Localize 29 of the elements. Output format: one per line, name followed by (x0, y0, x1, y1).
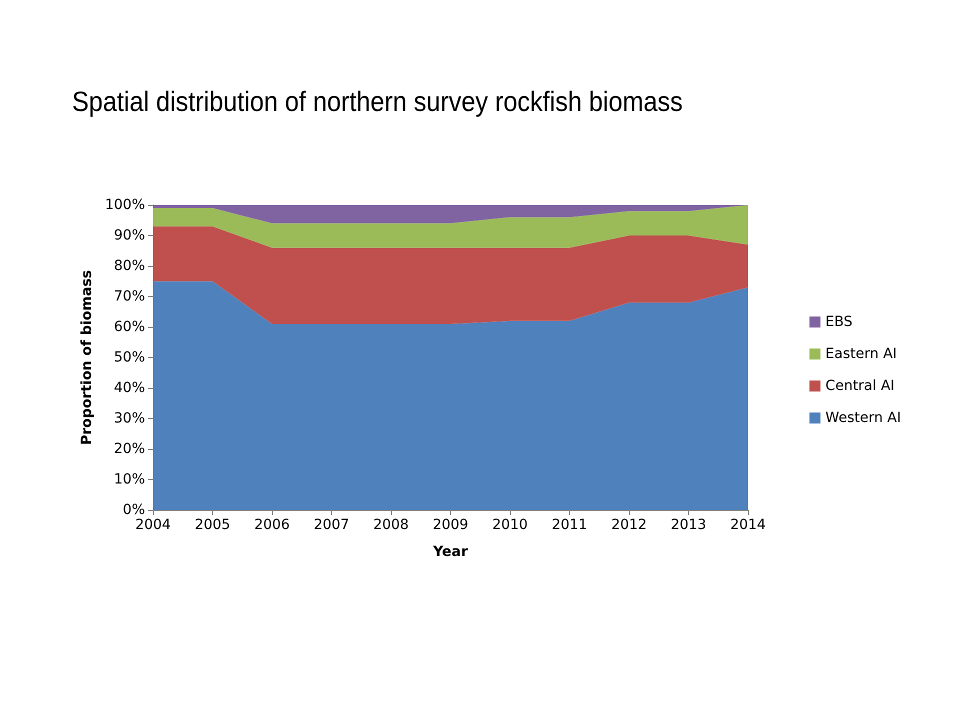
y-tick-label: 100% (104, 197, 145, 213)
chart-title: Spatial distribution of northern survey rockfish biomass (72, 86, 683, 118)
y-tick-label: 80% (114, 258, 145, 274)
x-tick-label: 2007 (314, 517, 350, 533)
x-axis-title: Year (432, 544, 468, 560)
legend-label: EBS (825, 314, 853, 330)
y-tick-label: 50% (114, 350, 145, 366)
legend-label: Eastern AI (825, 346, 897, 362)
x-tick-label: 2010 (492, 517, 528, 533)
x-tick-label: 2005 (194, 517, 230, 533)
y-tick-label: 40% (114, 380, 145, 396)
x-tick-label: 2014 (730, 517, 766, 533)
x-tick-label: 2006 (254, 517, 290, 533)
y-tick-label: 90% (114, 228, 145, 244)
x-tick-label: 2013 (670, 517, 706, 533)
legend-label: Central AI (825, 378, 895, 394)
y-tick-label: 60% (114, 319, 145, 335)
y-tick-label: 10% (114, 472, 145, 488)
legend-label: Western AI (825, 410, 902, 426)
x-tick-label: 2012 (611, 517, 647, 533)
x-tick-label: 2008 (373, 517, 409, 533)
y-tick-label: 20% (114, 441, 145, 457)
y-tick-label: 0% (122, 502, 145, 518)
y-tick-label: 30% (114, 410, 145, 426)
x-tick-label: 2009 (432, 517, 468, 533)
y-tick-label: 70% (114, 288, 145, 304)
x-tick-label: 2004 (135, 517, 171, 533)
x-tick-label: 2011 (552, 517, 588, 533)
y-axis-title: Proportion of biomass (79, 270, 96, 445)
